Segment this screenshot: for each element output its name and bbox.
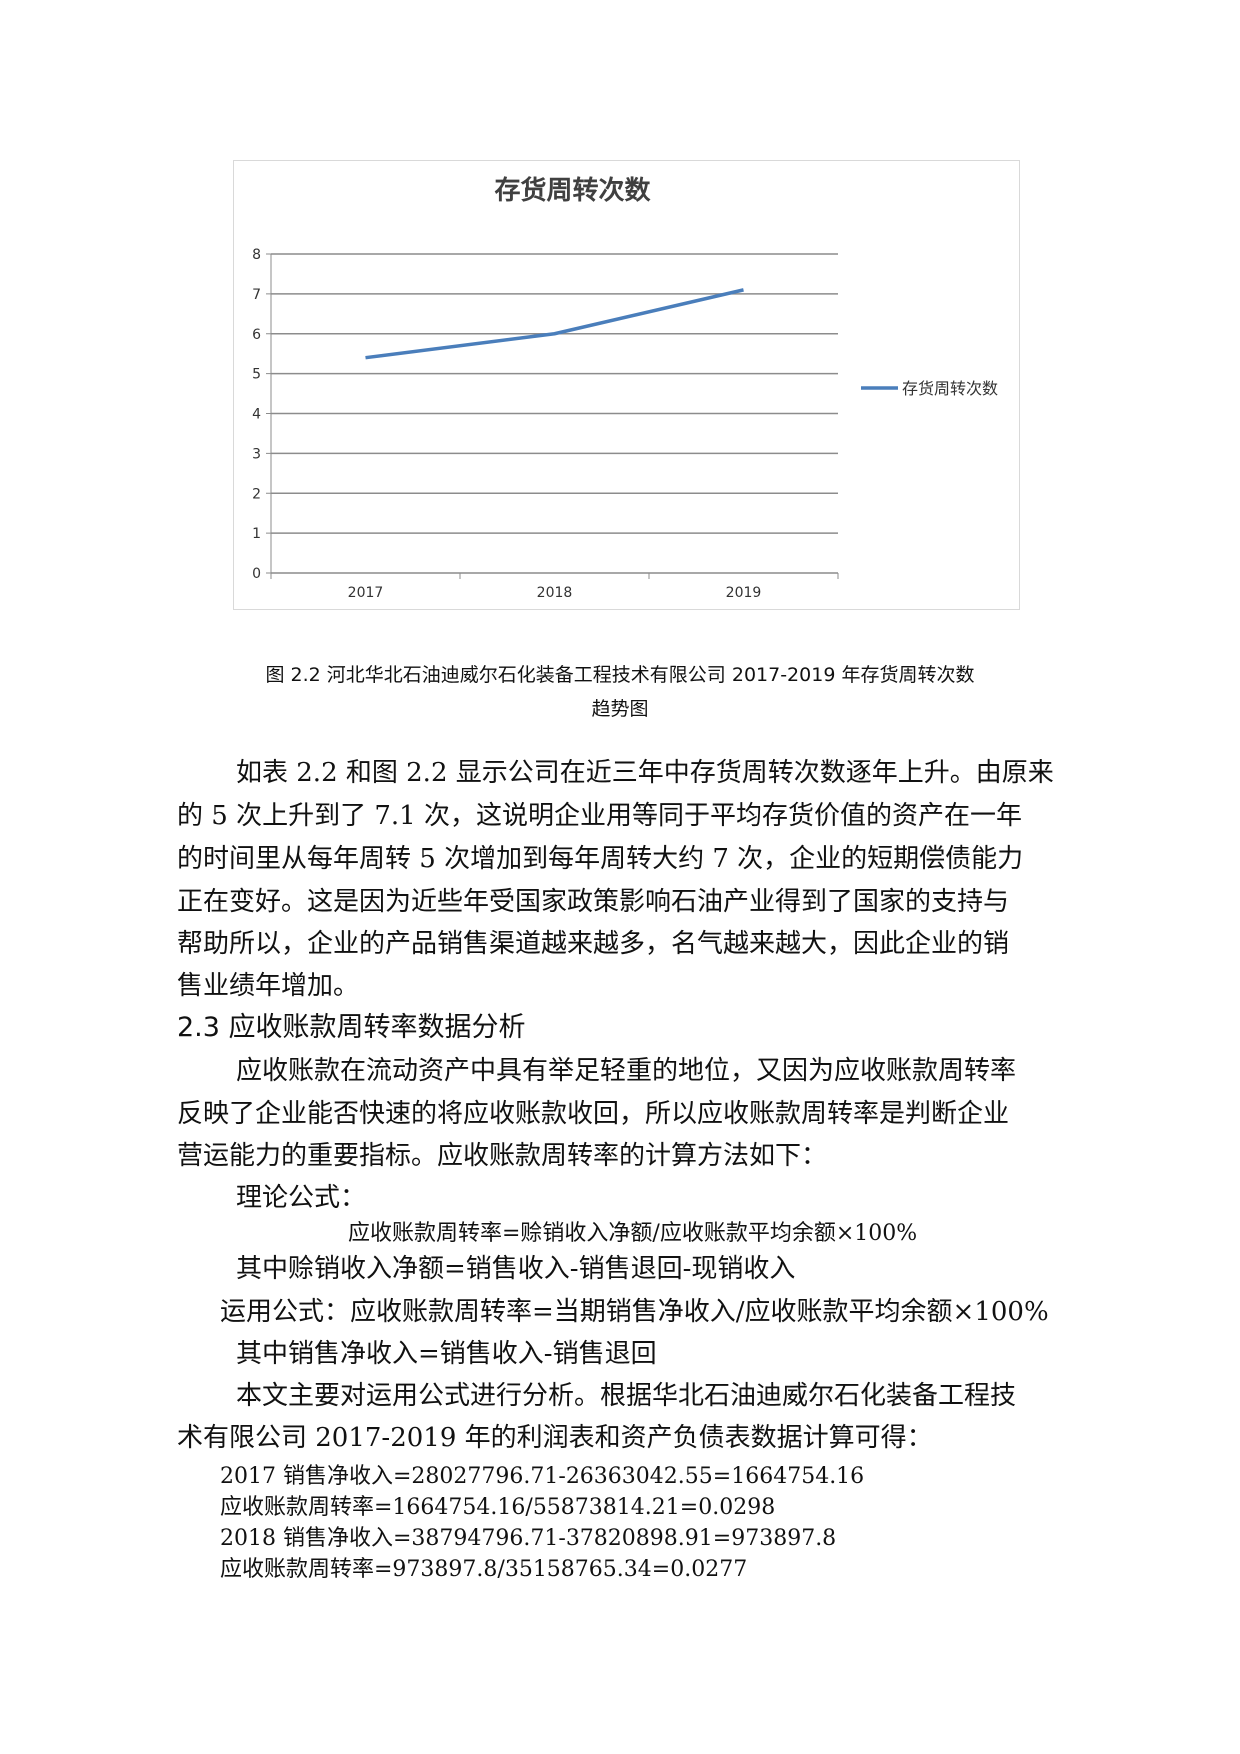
- y-tick-label: 2: [252, 486, 261, 502]
- chart-svg: 存货周转次数 0 1 2 3 4 5 6 7 8 2017 2018 2019 存货周转次数: [252, 175, 998, 601]
- legend-label: 存货周转次数: [902, 379, 998, 398]
- body-line: 术有限公司 2017-2019 年的利润表和资产负债表数据计算可得：: [177, 1423, 933, 1453]
- y-tick-label: 3: [252, 446, 261, 462]
- y-tick-label: 1: [252, 526, 261, 542]
- section-heading: 2.3 应收账款周转率数据分析: [177, 1012, 526, 1043]
- calc-line: 2017 销售净收入=28027796.71-26363042.55=16647…: [220, 1464, 865, 1489]
- formula: 运用公式：应收账款周转率=当期销售净收入/应收账款平均余额×100%: [220, 1297, 1049, 1327]
- y-tick-label: 5: [252, 367, 261, 383]
- body-line: 的 5 次上升到了 7.1 次，这说明企业用等同于平均存货价值的资产在一年: [177, 801, 1022, 831]
- body-line: 的时间里从每年周转 5 次增加到每年周转大约 7 次，企业的短期偿债能力: [177, 844, 1024, 874]
- body-line: 本文主要对运用公式进行分析。根据华北石油迪威尔石化装备工程技: [236, 1381, 1017, 1411]
- x-tick-label: 2019: [726, 585, 762, 601]
- body-line: 反映了企业能否快速的将应收账款收回，所以应收账款周转率是判断企业: [177, 1099, 1010, 1129]
- figure-caption: 图 2.2 河北华北石油迪威尔石化装备工程技术有限公司 2017-2019 年存…: [265, 664, 975, 686]
- x-tick-label: 2017: [348, 585, 384, 601]
- body-line: 营运能力的重要指标。应收账款周转率的计算方法如下：: [177, 1141, 828, 1171]
- y-tick-label: 4: [252, 407, 261, 423]
- y-tick-label: 6: [252, 327, 261, 343]
- body-line: 正在变好。这是因为近些年受国家政策影响石油产业得到了国家的支持与: [177, 887, 1010, 917]
- body-line: 售业绩年增加。: [177, 971, 360, 1001]
- inventory-turnover-chart: 存货周转次数 0 1 2 3 4 5 6 7 8 2017 2018 2019 存货周转次数: [233, 160, 1020, 610]
- calc-line: 应收账款周转率=973897.8/35158765.34=0.0277: [220, 1557, 748, 1582]
- calc-line: 应收账款周转率=1664754.16/55873814.21=0.0298: [220, 1495, 776, 1520]
- body-line: 理论公式：: [236, 1183, 367, 1213]
- x-tick-label: 2018: [537, 585, 573, 601]
- chart-title: 存货周转次数: [494, 175, 651, 206]
- calc-line: 2018 销售净收入=38794796.71-37820898.91=97389…: [220, 1526, 837, 1551]
- series-line: [365, 288, 744, 360]
- body-line: 如表 2.2 和图 2.2 显示公司在近三年中存货周转次数逐年上升。由原来: [236, 758, 1054, 788]
- formula: 应收账款周转率=赊销收入净额/应收账款平均余额×100%: [348, 1221, 918, 1246]
- y-tick-label: 7: [252, 287, 261, 303]
- formula: 其中赊销收入净额=销售收入-销售退回-现销收入: [236, 1254, 796, 1284]
- formula: 其中销售净收入=销售收入-销售退回: [236, 1339, 657, 1369]
- figure-caption-cont: 趋势图: [591, 698, 649, 720]
- y-tick-label: 8: [252, 247, 261, 263]
- body-line: 应收账款在流动资产中具有举足轻重的地位，又因为应收账款周转率: [236, 1056, 1017, 1086]
- y-tick-label: 0: [252, 566, 261, 582]
- body-line: 帮助所以，企业的产品销售渠道越来越多，名气越来越大，因此企业的销: [177, 929, 1010, 959]
